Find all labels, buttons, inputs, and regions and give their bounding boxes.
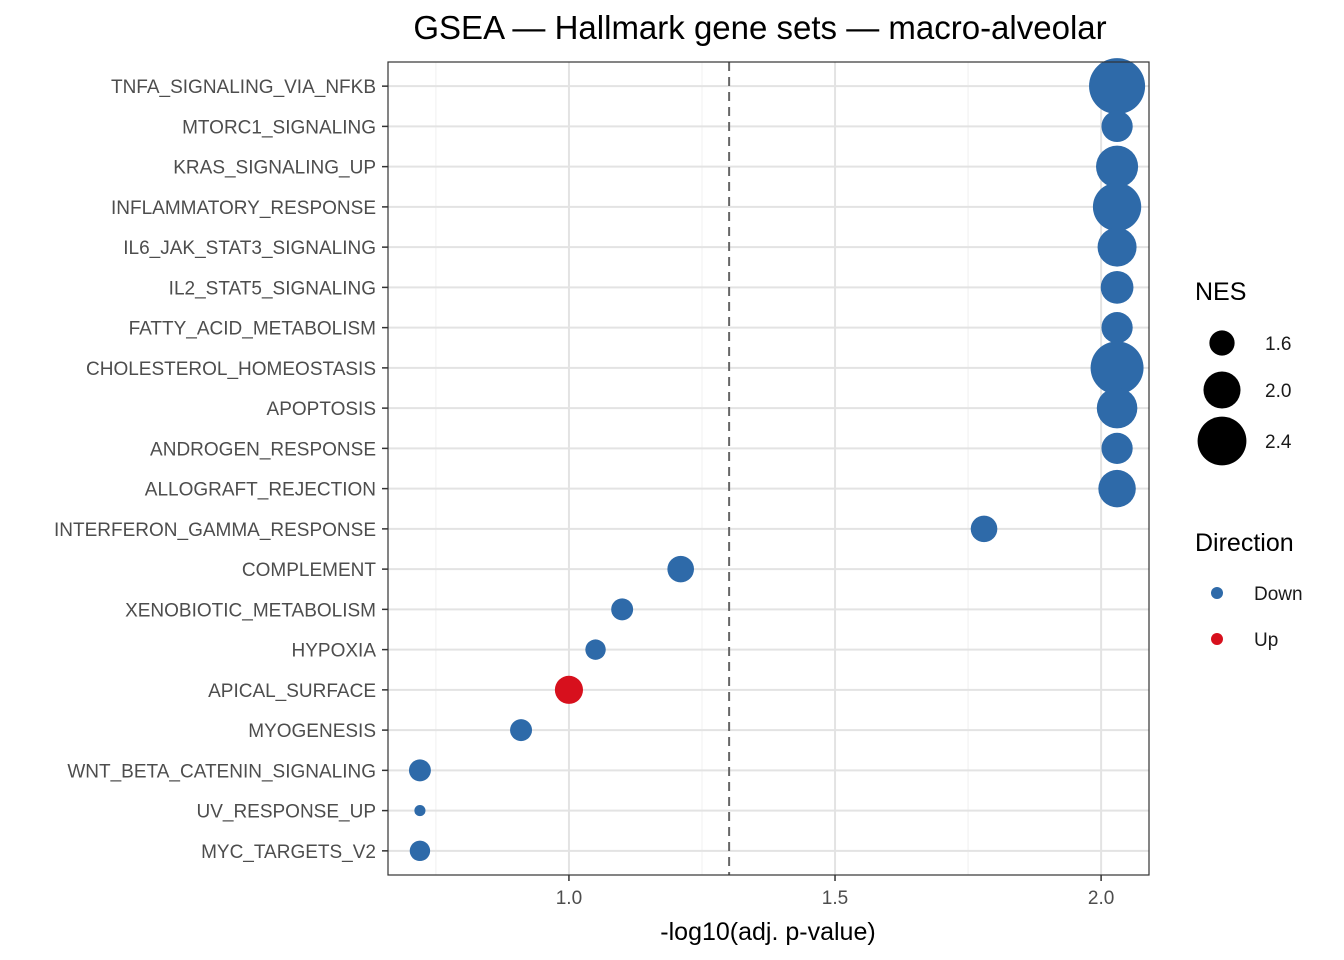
- y-tick-label: WNT_BETA_CATENIN_SIGNALING: [67, 761, 376, 782]
- data-point: [1098, 469, 1136, 508]
- size-legend-label: 1.6: [1265, 334, 1291, 355]
- size-legend-title: NES: [1195, 278, 1246, 306]
- size-legend-key: [1197, 416, 1247, 466]
- data-point: [1092, 182, 1142, 232]
- color-legend-label: Up: [1254, 630, 1278, 651]
- color-legend-key: [1211, 633, 1223, 645]
- size-legend-key: [1209, 330, 1235, 356]
- y-tick-label: UV_RESPONSE_UP: [196, 802, 376, 823]
- y-tick-label: KRAS_SIGNALING_UP: [173, 158, 376, 179]
- data-point: [1101, 110, 1133, 143]
- data-point: [1096, 387, 1138, 429]
- size-legend-label: 2.0: [1265, 381, 1291, 402]
- y-tick-label: FATTY_ACID_METABOLISM: [129, 319, 376, 340]
- y-tick-label: XENOBIOTIC_METABOLISM: [125, 600, 376, 621]
- y-tick-label: MYOGENESIS: [248, 721, 376, 742]
- size-legend-label: 2.4: [1265, 432, 1292, 453]
- panel-border: [387, 61, 1150, 876]
- y-tick-label: TNFA_SIGNALING_VIA_NFKB: [111, 77, 376, 98]
- y-tick-label: APOPTOSIS: [267, 399, 376, 420]
- color-legend-title: Direction: [1195, 529, 1294, 557]
- data-point: [409, 840, 431, 862]
- data-point: [585, 639, 606, 660]
- y-tick-label: IL6_JAK_STAT3_SIGNALING: [123, 238, 376, 259]
- x-tick-label: 2.0: [1088, 888, 1114, 909]
- data-point: [1090, 341, 1144, 395]
- data-point: [1089, 58, 1146, 115]
- chart-title: GSEA — Hallmark gene sets — macro-alveol…: [413, 9, 1106, 46]
- data-point: [970, 515, 998, 543]
- x-axis-title: -log10(adj. p-value): [660, 918, 875, 946]
- data-point: [1096, 145, 1139, 188]
- data-point: [414, 805, 426, 817]
- data-point: [1101, 312, 1133, 344]
- y-tick-label: MTORC1_SIGNALING: [182, 117, 376, 138]
- x-tick-label: 1.5: [822, 888, 848, 909]
- y-tick-label: ALLOGRAFT_REJECTION: [145, 480, 376, 501]
- x-tick-label: 1.0: [556, 888, 582, 909]
- data-point: [667, 555, 694, 583]
- y-tick-label: IL2_STAT5_SIGNALING: [169, 278, 376, 299]
- y-tick-label: INTERFERON_GAMMA_RESPONSE: [54, 520, 376, 541]
- y-tick-label: APICAL_SURFACE: [208, 681, 376, 702]
- data-point: [1100, 270, 1134, 304]
- y-tick-label: CHOLESTEROL_HOMEOSTASIS: [86, 359, 376, 380]
- y-tick-label: INFLAMMATORY_RESPONSE: [111, 198, 376, 219]
- data-point: [1097, 227, 1137, 267]
- data-point: [554, 675, 584, 704]
- y-tick-label: HYPOXIA: [292, 641, 377, 662]
- y-tick-label: ANDROGEN_RESPONSE: [150, 439, 376, 460]
- y-tick-label: MYC_TARGETS_V2: [201, 842, 376, 863]
- color-legend-key: [1211, 587, 1223, 599]
- data-point: [611, 598, 634, 621]
- data-point: [510, 719, 533, 742]
- plot-area: TNFA_SIGNALING_VIA_NFKB MTORC1_SIGNALING K…: [54, 58, 1150, 909]
- y-tick-label: COMPLEMENT: [242, 560, 376, 581]
- data-point: [408, 759, 431, 782]
- legend: NES 1.6 2.0 2.4 Direction Down Up: [1195, 278, 1303, 651]
- color-legend-label: Down: [1254, 584, 1303, 605]
- size-legend-key: [1203, 371, 1241, 409]
- data-point: [1101, 432, 1133, 465]
